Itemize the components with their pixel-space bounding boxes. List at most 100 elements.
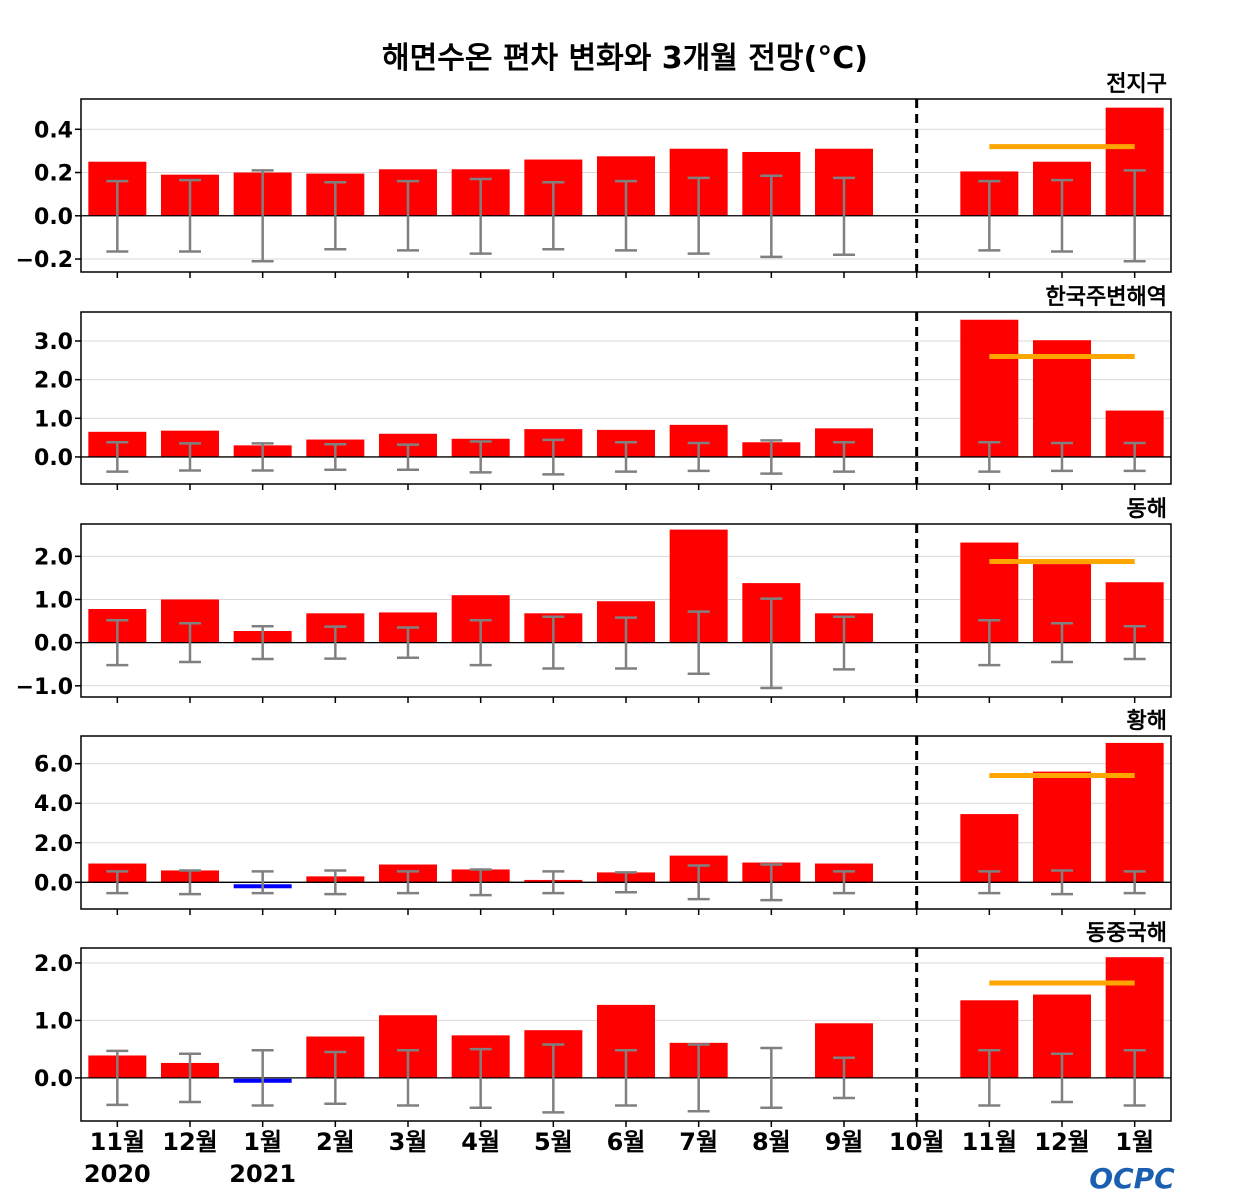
- error-bar: [179, 442, 201, 472]
- x-label-month: 11월: [962, 1128, 1017, 1156]
- bar: [960, 319, 1019, 457]
- error-bar: [833, 870, 855, 895]
- error-bar: [397, 626, 419, 659]
- panel-5: 0.0 1.0 2.0 동중국해: [34, 921, 1172, 1127]
- y-tick-label: −0.2: [16, 248, 73, 273]
- error-bar: [1123, 441, 1146, 473]
- x-label-month: 11월: [90, 1128, 145, 1156]
- y-tick-label: 1.0: [34, 1009, 73, 1034]
- error-bar: [469, 440, 492, 474]
- x-label-month: 1월: [243, 1128, 282, 1156]
- panel-3: −1.0 0.0 1.0 2.0 동해: [16, 497, 1172, 703]
- y-tick-label: 2.0: [34, 832, 73, 857]
- bar: [1105, 742, 1164, 883]
- error-bar: [833, 441, 855, 473]
- error-bar: [106, 618, 129, 667]
- x-label-month: 1월: [1115, 1128, 1154, 1156]
- error-bar: [615, 441, 637, 473]
- x-label-month: 7월: [679, 1128, 718, 1156]
- x-label-month: 6월: [607, 1128, 646, 1156]
- x-label-month: 8월: [752, 1128, 791, 1156]
- panel-1: −0.2 0.0 0.2 0.4 전지구: [16, 72, 1172, 278]
- error-bar: [324, 869, 347, 896]
- y-tick-label: 0.2: [34, 162, 73, 187]
- error-bar: [251, 624, 274, 661]
- error-bar: [179, 621, 201, 664]
- error-bar: [760, 1046, 783, 1110]
- error-bar: [324, 1050, 347, 1106]
- error-bar: [615, 1049, 637, 1107]
- y-tick-label: 0.0: [34, 871, 73, 896]
- panels: −0.2 0.0 0.2 0.4 전지구 0.0 1.0 2.0 3.0 한국주변해역 −1.0 0.…: [16, 72, 1172, 1127]
- error-bar: [833, 1056, 855, 1100]
- error-bar: [324, 181, 347, 251]
- y-tick-label: 0.4: [34, 118, 73, 143]
- error-bar: [106, 179, 129, 253]
- error-bar: [397, 1049, 419, 1107]
- error-bar: [179, 1052, 201, 1104]
- ocpc-logo: OCPC: [1089, 1162, 1175, 1195]
- error-bar: [687, 176, 710, 255]
- y-tick-label: 0.0: [34, 632, 73, 657]
- error-bar: [324, 442, 347, 471]
- error-bar: [978, 441, 1001, 473]
- error-bar: [542, 181, 565, 251]
- bar: [1033, 771, 1091, 883]
- error-bar: [106, 870, 129, 895]
- logo-text: OCPC: [1089, 1162, 1175, 1195]
- error-bar: [1051, 621, 1073, 664]
- panel-4: 0.0 2.0 4.0 6.0 황해: [34, 709, 1172, 915]
- error-bar: [542, 615, 565, 670]
- error-bar: [760, 597, 783, 690]
- region-label: 한국주변해역: [1046, 285, 1167, 310]
- y-tick-label: 0.0: [34, 446, 73, 471]
- error-bar: [978, 179, 1001, 252]
- error-bar: [1051, 869, 1073, 896]
- x-label-month: 10월: [889, 1128, 944, 1156]
- y-tick-label: 2.0: [34, 369, 73, 394]
- error-bar: [542, 1043, 565, 1114]
- error-bar: [469, 1047, 492, 1110]
- error-bar: [1123, 169, 1146, 263]
- error-bar: [1123, 624, 1146, 661]
- error-bar: [251, 442, 274, 472]
- error-bar: [615, 616, 637, 670]
- panel-2: 0.0 1.0 2.0 3.0 한국주변해역: [34, 285, 1172, 490]
- error-bar: [1051, 178, 1073, 253]
- error-bar: [687, 610, 710, 675]
- error-bar: [469, 868, 492, 897]
- x-label-month: 12월: [162, 1128, 217, 1156]
- region-label: 황해: [1127, 709, 1167, 734]
- error-bar: [251, 169, 274, 263]
- y-tick-label: −1.0: [16, 675, 73, 700]
- error-bar: [1123, 1049, 1146, 1107]
- y-tick-label: 6.0: [34, 753, 73, 778]
- error-bar: [833, 176, 855, 256]
- error-bar: [760, 174, 783, 259]
- error-bar: [615, 871, 637, 894]
- error-bar: [179, 869, 201, 896]
- y-tick-label: 2.0: [34, 952, 73, 977]
- bar: [1033, 340, 1091, 457]
- error-bar: [542, 438, 565, 476]
- region-label: 동중국해: [1086, 921, 1167, 946]
- x-label-month: 2월: [316, 1128, 355, 1156]
- y-tick-label: 0.0: [34, 1067, 73, 1092]
- error-bar: [760, 863, 783, 902]
- x-label-year: 2021: [229, 1160, 296, 1188]
- error-bar: [687, 441, 710, 473]
- error-bar: [1051, 1052, 1073, 1104]
- error-bar: [833, 615, 855, 671]
- error-bar: [397, 870, 419, 895]
- y-tick-label: 1.0: [34, 588, 73, 613]
- y-tick-label: 3.0: [34, 330, 73, 355]
- error-bar: [251, 1049, 274, 1107]
- error-bar: [106, 441, 129, 473]
- error-bar: [1123, 870, 1146, 895]
- error-bar: [179, 178, 201, 253]
- x-axis-labels: 11월 2020 12월 1월 2021 2월 3월 4월 5월 6월 7월 8월 9월 10월 11월 12…: [84, 1128, 1154, 1188]
- error-bar: [106, 1049, 129, 1107]
- y-tick-label: 4.0: [34, 792, 73, 817]
- error-bar: [324, 625, 347, 660]
